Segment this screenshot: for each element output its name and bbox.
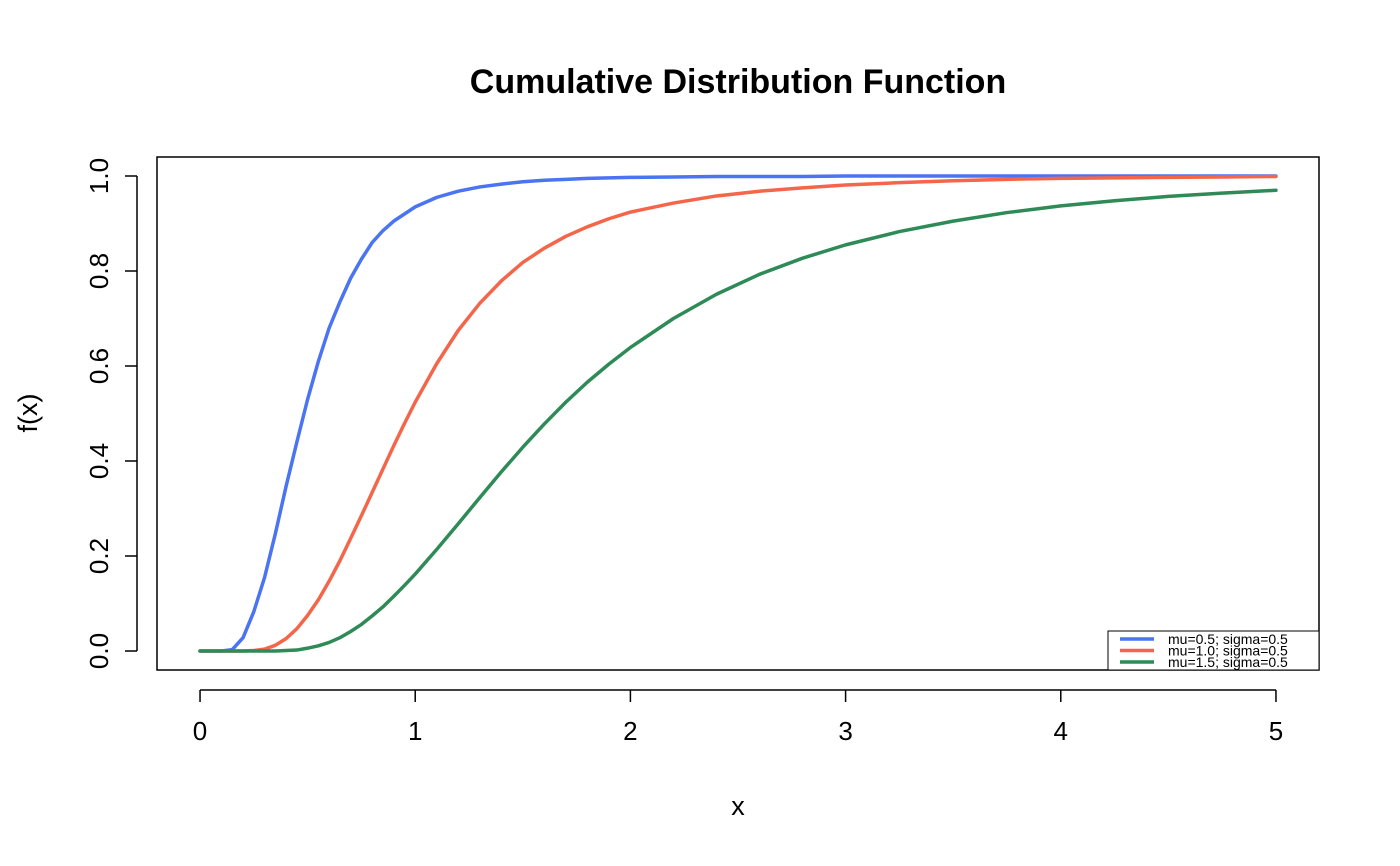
y-tick-label: 0.0 <box>84 633 114 669</box>
x-tick-label: 5 <box>1269 716 1283 746</box>
series-line-2 <box>198 174 1278 653</box>
series-line-3 <box>198 188 1278 653</box>
x-axis: 0 1 2 3 4 5 <box>193 689 1283 746</box>
y-axis: 0.0 0.2 0.4 0.6 0.8 1.0 <box>84 158 138 669</box>
x-tick-label: 4 <box>1054 716 1068 746</box>
legend-label-2: mu=1.0; sigma=0.5 <box>1168 643 1288 659</box>
series-layer <box>198 174 1278 653</box>
x-axis-label: x <box>731 791 745 821</box>
y-tick-label: 1.0 <box>84 158 114 194</box>
x-tick-label: 2 <box>623 716 637 746</box>
legend-label-1: mu=0.5; sigma=0.5 <box>1168 631 1288 647</box>
legend: mu=0.5; sigma=0.5mu=1.0; sigma=0.5mu=1.5… <box>1107 630 1320 671</box>
legend-label-3: mu=1.5; sigma=0.5 <box>1168 654 1288 670</box>
x-tick-label: 3 <box>838 716 852 746</box>
series-line-1 <box>198 174 1278 653</box>
x-tick-label: 1 <box>408 716 422 746</box>
y-tick-label: 0.8 <box>84 253 114 289</box>
y-axis-label: f(x) <box>13 394 43 433</box>
x-tick-label: 0 <box>193 716 207 746</box>
chart-title: Cumulative Distribution Function <box>470 63 1006 101</box>
y-tick-label: 0.4 <box>84 443 114 479</box>
plot-frame <box>156 156 1320 671</box>
y-tick-label: 0.6 <box>84 348 114 384</box>
y-tick-label: 0.2 <box>84 538 114 574</box>
